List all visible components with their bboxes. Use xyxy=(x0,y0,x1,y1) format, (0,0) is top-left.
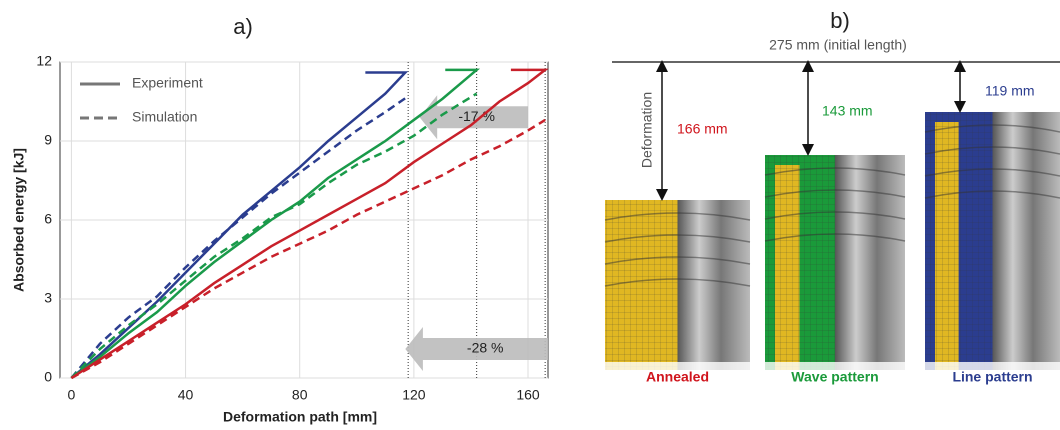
axis-note: Deformation xyxy=(639,92,655,168)
y-axis-label: Absorbed energy [kJ] xyxy=(11,148,27,292)
mesh-grid xyxy=(605,200,678,370)
photo-sample xyxy=(835,155,905,370)
y-tick-label: 12 xyxy=(36,53,52,69)
deformation-length: 166 mm xyxy=(677,121,728,137)
x-tick-label: 0 xyxy=(68,387,76,403)
sample-label: Line pattern xyxy=(952,369,1032,385)
panel-title: b) xyxy=(830,8,850,33)
photo-sample xyxy=(678,200,751,370)
y-tick-label: 9 xyxy=(44,132,52,148)
chart-title: a) xyxy=(233,14,253,39)
photo-sample xyxy=(993,112,1060,370)
panel-b: b) 275 mm (initial length) Deformation Anne… xyxy=(605,8,1060,392)
x-tick-label: 40 xyxy=(178,387,194,403)
sample-label: Wave pattern xyxy=(791,369,878,385)
mesh-grid xyxy=(925,112,993,370)
x-tick-label: 160 xyxy=(516,387,540,403)
annotation: -28 % xyxy=(467,340,504,356)
x-tick-label: 120 xyxy=(402,387,426,403)
data-line xyxy=(71,94,476,378)
y-tick-label: 0 xyxy=(44,369,52,385)
legend-label: Simulation xyxy=(132,109,197,125)
figure: b) 275 mm (initial length) Deformation Anne… xyxy=(0,0,1060,430)
mesh-grid xyxy=(765,155,835,370)
sample-label: Annealed xyxy=(646,369,709,385)
deformation-length: 119 mm xyxy=(985,83,1035,99)
legend-label: Experiment xyxy=(132,75,203,91)
deformation-length: 143 mm xyxy=(822,103,873,119)
y-tick-label: 6 xyxy=(44,211,52,227)
reference-label: 275 mm (initial length) xyxy=(769,37,907,53)
y-tick-label: 3 xyxy=(44,290,52,306)
x-axis-label: Deformation path [mm] xyxy=(223,409,377,425)
data-line xyxy=(71,96,408,378)
x-tick-label: 80 xyxy=(292,387,308,403)
